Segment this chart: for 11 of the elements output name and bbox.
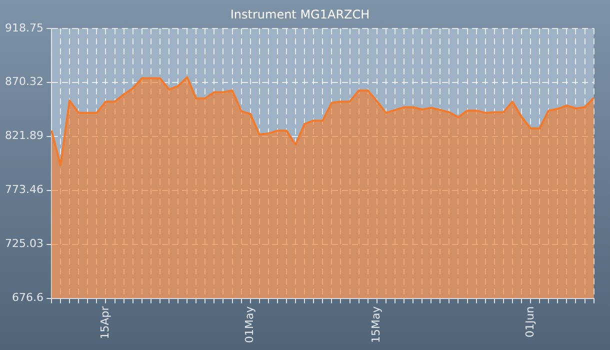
y-tick-label: 870.32 [4,75,44,88]
y-tick-label: 773.46 [4,183,44,196]
y-tick-label: 918.75 [4,21,44,34]
y-tick-label: 725.03 [4,237,44,250]
x-tick-label: 01May [243,306,256,344]
y-tick-label: 676.6 [12,291,44,304]
x-tick-label: 15May [370,306,383,344]
chart-title: Instrument MG1ARZCH [230,7,370,22]
y-tick-label: 821.89 [4,129,44,142]
x-tick-label: 15Apr [98,306,112,340]
x-tick-label: 01Jun [523,306,536,338]
